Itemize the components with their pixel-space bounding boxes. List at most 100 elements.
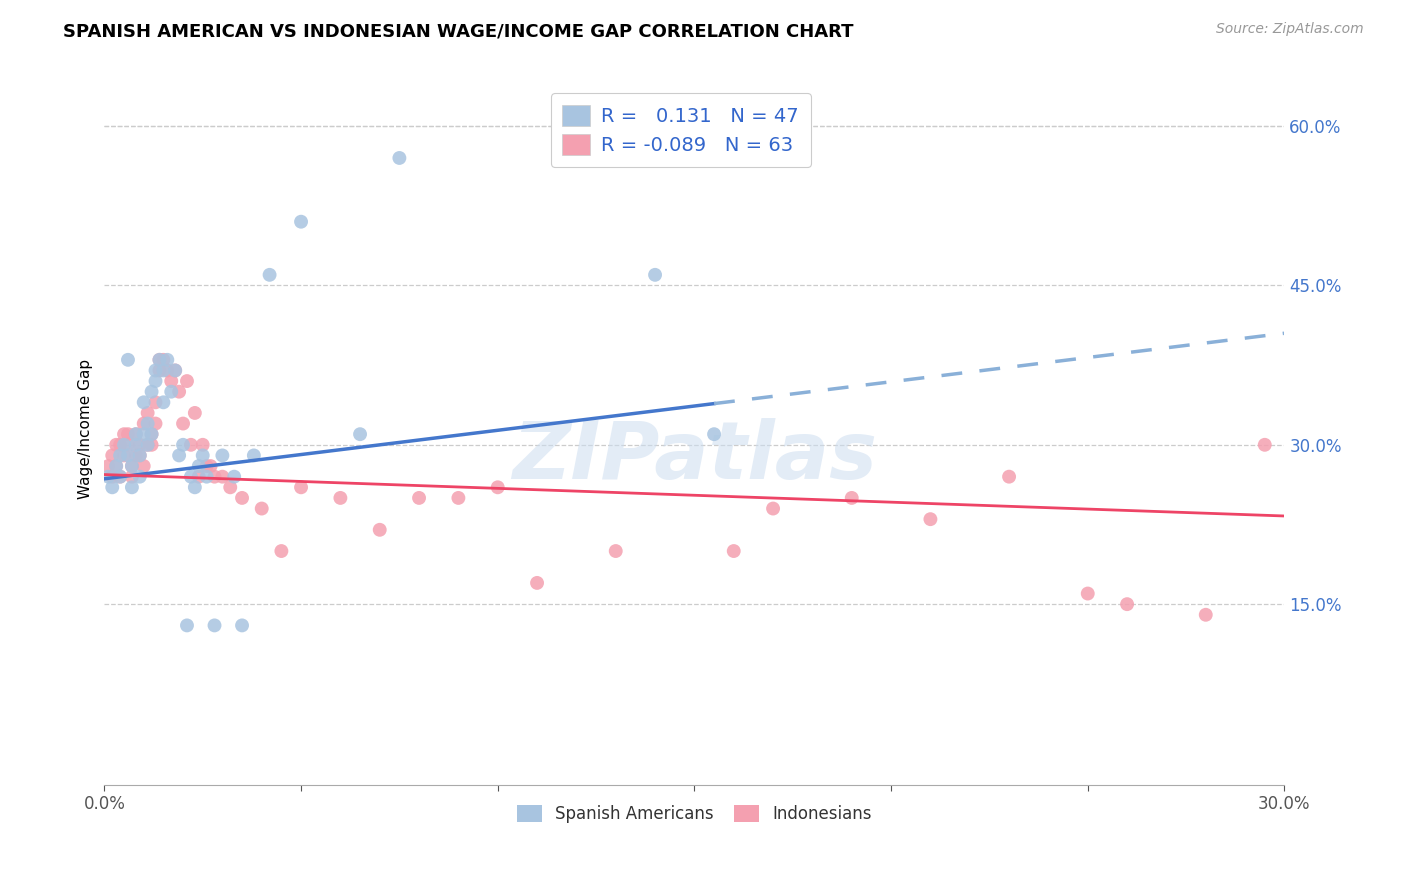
Point <box>136 438 159 452</box>
Point <box>141 427 163 442</box>
Point <box>152 395 174 409</box>
Point <box>290 215 312 229</box>
Point <box>349 427 371 442</box>
Point <box>145 363 167 377</box>
Point <box>176 618 198 632</box>
Point <box>117 449 139 463</box>
Point <box>128 438 150 452</box>
Point <box>132 427 155 442</box>
Point <box>195 458 218 473</box>
Point <box>145 417 167 431</box>
Point <box>165 363 187 377</box>
Point <box>125 449 148 463</box>
Point <box>219 480 242 494</box>
Point <box>132 395 155 409</box>
Point <box>156 363 179 377</box>
Point <box>141 384 163 399</box>
Point <box>250 501 273 516</box>
Point <box>211 449 233 463</box>
Point <box>160 374 183 388</box>
Point <box>200 458 222 473</box>
Point <box>259 268 281 282</box>
Point <box>141 438 163 452</box>
Point <box>97 458 120 473</box>
Point <box>117 427 139 442</box>
Point <box>703 427 725 442</box>
Point <box>180 469 202 483</box>
Point <box>644 268 666 282</box>
Point <box>290 480 312 494</box>
Point <box>447 491 470 505</box>
Point <box>108 469 131 483</box>
Point <box>152 352 174 367</box>
Point <box>184 406 207 420</box>
Point <box>998 469 1021 483</box>
Point <box>112 427 135 442</box>
Point <box>148 363 170 377</box>
Point <box>841 491 863 505</box>
Point <box>105 458 128 473</box>
Point <box>388 151 411 165</box>
Point <box>1195 607 1218 622</box>
Point <box>108 469 131 483</box>
Legend: Spanish Americans, Indonesians: Spanish Americans, Indonesians <box>510 798 879 830</box>
Point <box>1077 586 1099 600</box>
Point <box>121 469 143 483</box>
Point <box>204 618 226 632</box>
Point <box>112 449 135 463</box>
Point <box>145 395 167 409</box>
Point <box>117 352 139 367</box>
Point <box>187 458 209 473</box>
Point <box>101 469 124 483</box>
Point <box>231 618 253 632</box>
Point <box>191 438 214 452</box>
Point <box>270 544 292 558</box>
Point <box>204 469 226 483</box>
Point <box>128 449 150 463</box>
Point <box>526 575 548 590</box>
Text: ZIPatlas: ZIPatlas <box>512 418 877 496</box>
Point <box>1254 438 1277 452</box>
Point <box>105 458 128 473</box>
Point <box>132 458 155 473</box>
Text: Source: ZipAtlas.com: Source: ZipAtlas.com <box>1216 22 1364 37</box>
Point <box>152 363 174 377</box>
Point <box>224 469 246 483</box>
Point <box>231 491 253 505</box>
Point <box>121 458 143 473</box>
Point <box>408 491 430 505</box>
Text: SPANISH AMERICAN VS INDONESIAN WAGE/INCOME GAP CORRELATION CHART: SPANISH AMERICAN VS INDONESIAN WAGE/INCO… <box>63 22 853 40</box>
Point <box>136 417 159 431</box>
Point <box>486 480 509 494</box>
Point <box>920 512 942 526</box>
Point <box>105 438 128 452</box>
Point <box>108 438 131 452</box>
Point <box>136 438 159 452</box>
Point <box>128 449 150 463</box>
Point <box>184 480 207 494</box>
Point <box>101 449 124 463</box>
Point <box>368 523 391 537</box>
Point <box>125 438 148 452</box>
Point <box>187 469 209 483</box>
Point <box>191 449 214 463</box>
Point <box>148 352 170 367</box>
Y-axis label: Wage/Income Gap: Wage/Income Gap <box>79 359 93 499</box>
Point <box>156 352 179 367</box>
Point <box>145 374 167 388</box>
Point <box>1116 597 1139 611</box>
Point <box>605 544 627 558</box>
Point <box>97 469 120 483</box>
Point <box>148 352 170 367</box>
Point <box>762 501 785 516</box>
Point <box>329 491 352 505</box>
Point <box>172 417 194 431</box>
Point <box>121 480 143 494</box>
Point <box>121 458 143 473</box>
Point <box>128 469 150 483</box>
Point <box>108 449 131 463</box>
Point <box>176 374 198 388</box>
Point <box>141 427 163 442</box>
Point <box>167 384 190 399</box>
Point <box>117 438 139 452</box>
